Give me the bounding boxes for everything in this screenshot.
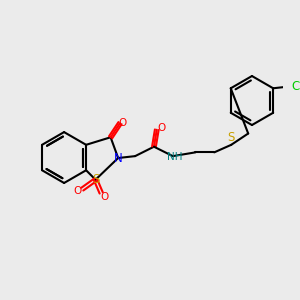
Text: O: O xyxy=(74,186,82,196)
Text: S: S xyxy=(92,173,99,186)
Text: Cl: Cl xyxy=(292,80,300,93)
Text: O: O xyxy=(158,123,166,133)
Text: NH: NH xyxy=(167,152,182,162)
Text: N: N xyxy=(114,152,122,164)
Text: O: O xyxy=(100,192,108,202)
Text: O: O xyxy=(119,118,127,128)
Text: S: S xyxy=(227,131,235,144)
